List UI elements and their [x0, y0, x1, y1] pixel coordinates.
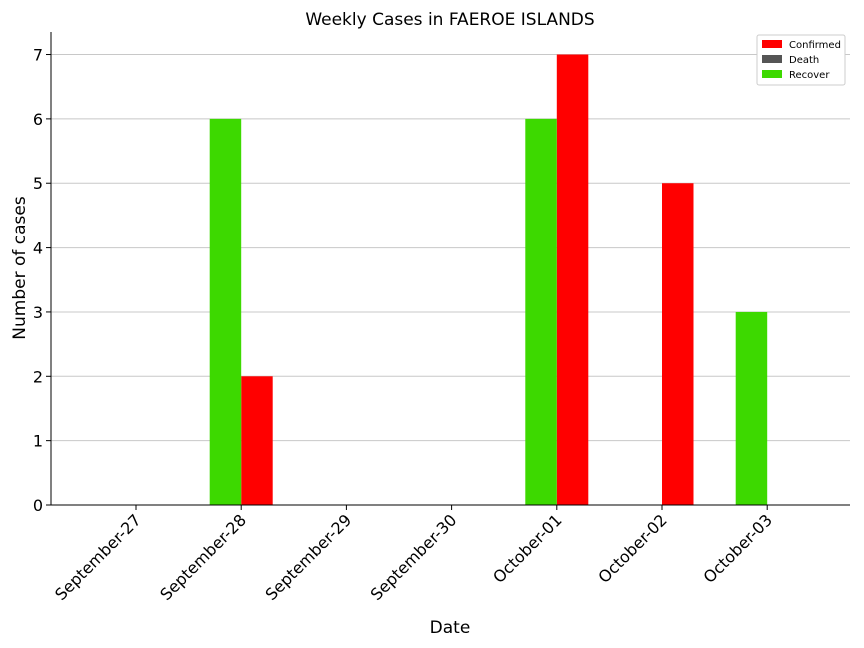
x-axis-title: Date	[430, 618, 471, 638]
y-tick-label: 1	[33, 432, 43, 451]
x-tick-label: October-02	[594, 510, 670, 586]
bar-recover	[525, 118, 557, 505]
legend-label-recover: Recover	[789, 70, 830, 81]
y-axis-title: Number of cases	[10, 196, 30, 340]
y-tick-label: 5	[33, 174, 43, 193]
x-tick-label: September-29	[262, 510, 356, 604]
chart-title: Weekly Cases in FAEROE ISLANDS	[305, 10, 594, 30]
y-tick-label: 3	[33, 303, 43, 322]
legend-label-confirmed: Confirmed	[789, 40, 841, 51]
axes	[50, 32, 850, 506]
x-tick-label: October-03	[700, 510, 776, 586]
x-tick-label: September-27	[51, 510, 145, 604]
legend-label-death: Death	[789, 55, 819, 66]
x-tick-label: September-30	[367, 510, 461, 604]
x-tick-label: October-01	[489, 510, 565, 586]
bar-confirmed	[662, 183, 694, 505]
y-ticks: 0 1 2 3 4 5 6 7	[33, 46, 51, 515]
legend-swatch-recover	[762, 70, 782, 78]
y-tick-label: 7	[33, 46, 43, 65]
legend-swatch-death	[762, 55, 782, 63]
y-tick-label: 2	[33, 367, 43, 386]
bar-confirmed	[241, 376, 273, 505]
bar-confirmed	[556, 54, 589, 506]
x-tick-label: September-28	[156, 510, 250, 604]
y-tick-label: 4	[33, 239, 43, 258]
y-tick-label: 0	[33, 496, 43, 515]
legend-swatch-confirmed	[762, 40, 782, 48]
y-tick-label: 6	[33, 110, 43, 129]
bar-recover	[209, 118, 242, 505]
bar-recover	[735, 311, 768, 505]
bars	[209, 54, 768, 506]
legend: Confirmed Death Recover	[756, 34, 846, 86]
y-gridlines	[51, 54, 850, 506]
x-ticks: September-27 September-28 September-29 Sept…	[51, 505, 776, 604]
